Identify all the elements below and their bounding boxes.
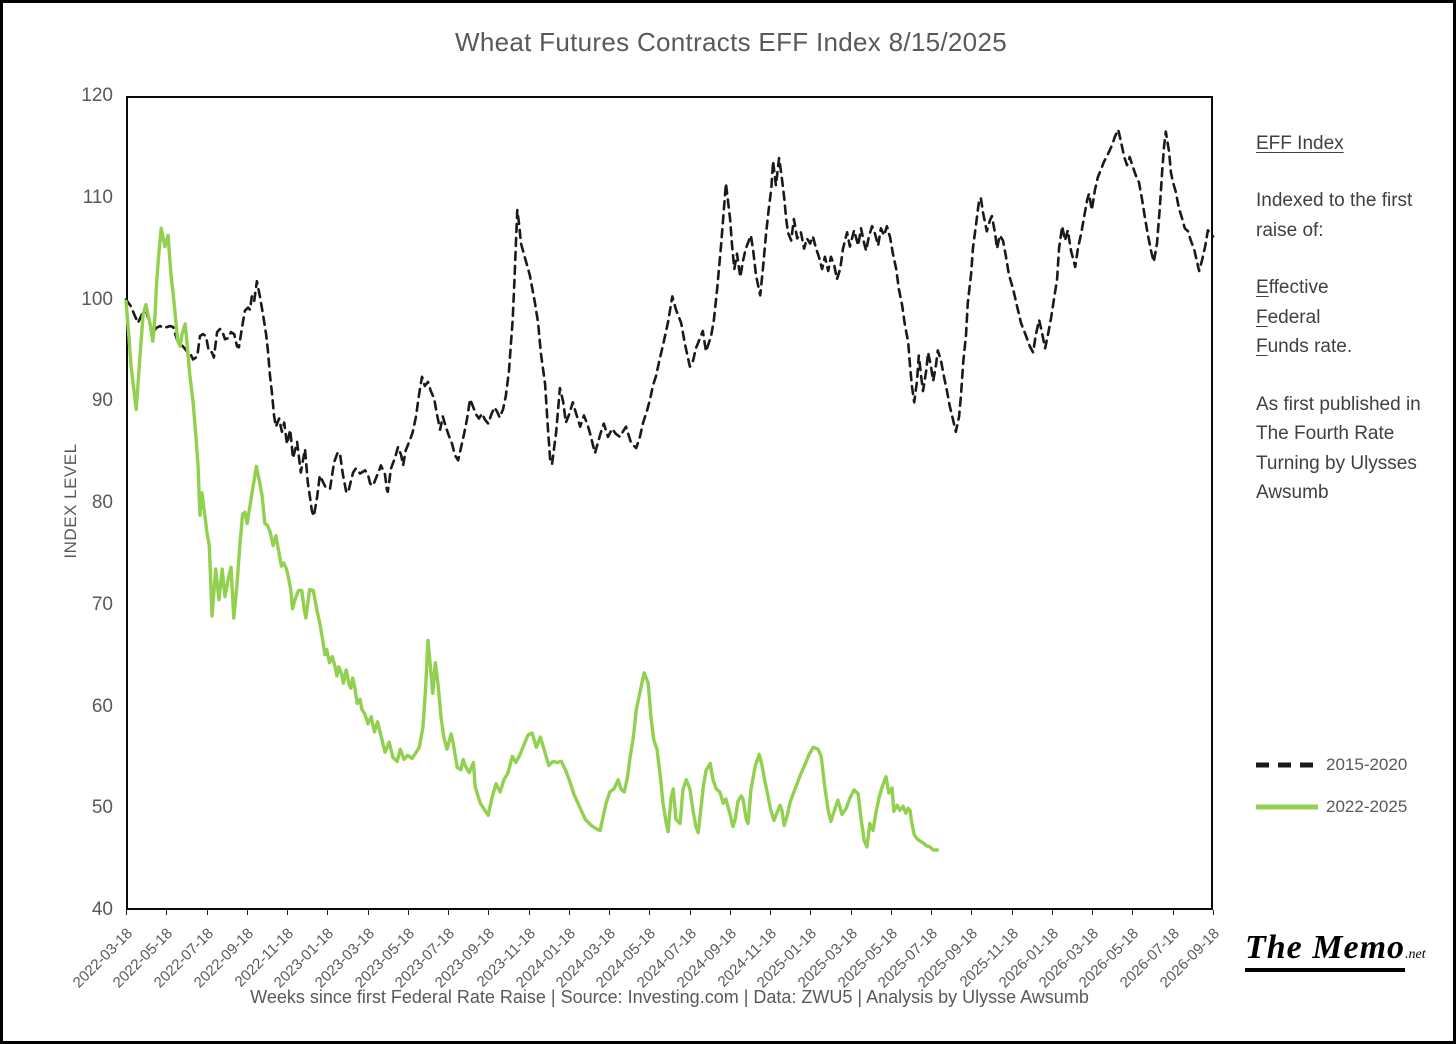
x-tick-mark xyxy=(528,910,530,915)
x-tick-mark xyxy=(287,910,289,915)
x-tick-mark xyxy=(327,910,329,915)
x-tick-mark xyxy=(448,910,450,915)
series-line-2022-2025 xyxy=(124,226,939,852)
y-tick-label-80: 80 xyxy=(91,492,113,513)
solid-line-sample-icon xyxy=(1256,804,1318,810)
x-axis-caption: Weeks since first Federal Rate Raise | S… xyxy=(250,987,1089,1007)
x-tick-mark xyxy=(850,910,852,915)
x-tick-mark xyxy=(1213,910,1214,915)
x-tick-mark xyxy=(729,910,731,915)
dashed-line-sample-icon xyxy=(1256,762,1318,768)
legend-item-2022-2025: 2022-2025 xyxy=(1256,793,1446,821)
y-tick-label-40: 40 xyxy=(91,899,113,920)
x-tick-mark xyxy=(568,910,570,915)
x-tick-mark xyxy=(407,910,409,915)
line-chart xyxy=(124,128,1215,852)
legend-label: 2022-2025 xyxy=(1326,797,1408,816)
y-tick-label-120: 120 xyxy=(81,85,113,106)
logo-text: The Memo xyxy=(1245,929,1406,972)
side-panel-paragraph-1: Indexed to the first raise of: xyxy=(1256,190,1413,241)
logo-suffix: .net xyxy=(1405,947,1426,962)
legend-item-2015-2020: 2015-2020 xyxy=(1256,751,1446,779)
x-tick-mark xyxy=(1011,910,1013,915)
y-tick-label-70: 70 xyxy=(91,593,113,615)
side-panel-acronym: Effective Federal Funds rate. xyxy=(1256,273,1431,361)
x-tick-mark xyxy=(1051,910,1053,915)
x-tick-mark xyxy=(1172,910,1174,915)
chart-title: Wheat Futures Contracts EFF Index 8/15/2… xyxy=(455,27,1007,57)
acronym-line-federal: Federal xyxy=(1256,306,1321,328)
x-tick-mark xyxy=(1132,910,1134,915)
y-tick-label-60: 60 xyxy=(91,695,113,717)
y-tick-label-100: 100 xyxy=(81,288,113,310)
the-memo-logo: The Memo.net xyxy=(1245,929,1426,972)
y-tick-label-90: 90 xyxy=(91,390,113,412)
x-tick-mark xyxy=(488,910,490,915)
acronym-line-effective: Effective xyxy=(1256,277,1329,299)
x-tick-mark xyxy=(246,910,248,915)
x-tick-mark xyxy=(166,910,168,915)
x-tick-mark xyxy=(206,910,208,915)
acronym-line-funds: Funds rate. xyxy=(1256,336,1353,358)
x-tick-mark xyxy=(689,910,691,915)
legend: 2015-2020 2022-2025 xyxy=(1256,751,1446,835)
legend-label: 2015-2020 xyxy=(1326,755,1408,774)
x-tick-mark xyxy=(126,910,127,915)
side-panel-paragraph-3: As first published in The Fourth Rate Tu… xyxy=(1256,393,1421,503)
side-panel-heading: EFF Index xyxy=(1256,133,1344,154)
x-tick-mark xyxy=(810,910,812,915)
x-tick-mark xyxy=(971,910,973,915)
x-tick-mark xyxy=(890,910,892,915)
x-tick-mark xyxy=(770,910,772,915)
x-tick-mark xyxy=(367,910,369,915)
series-line-2015-2020 xyxy=(124,128,1215,518)
x-tick-mark xyxy=(1092,910,1094,915)
plot-area xyxy=(126,96,1213,910)
side-panel: EFF Index Indexed to the first raise of:… xyxy=(1256,129,1431,535)
x-tick-mark xyxy=(649,910,651,915)
x-tick-mark xyxy=(931,910,933,915)
x-tick-mark xyxy=(609,910,611,915)
y-tick-label-110: 110 xyxy=(82,186,113,208)
y-tick-label-50: 50 xyxy=(91,797,113,819)
